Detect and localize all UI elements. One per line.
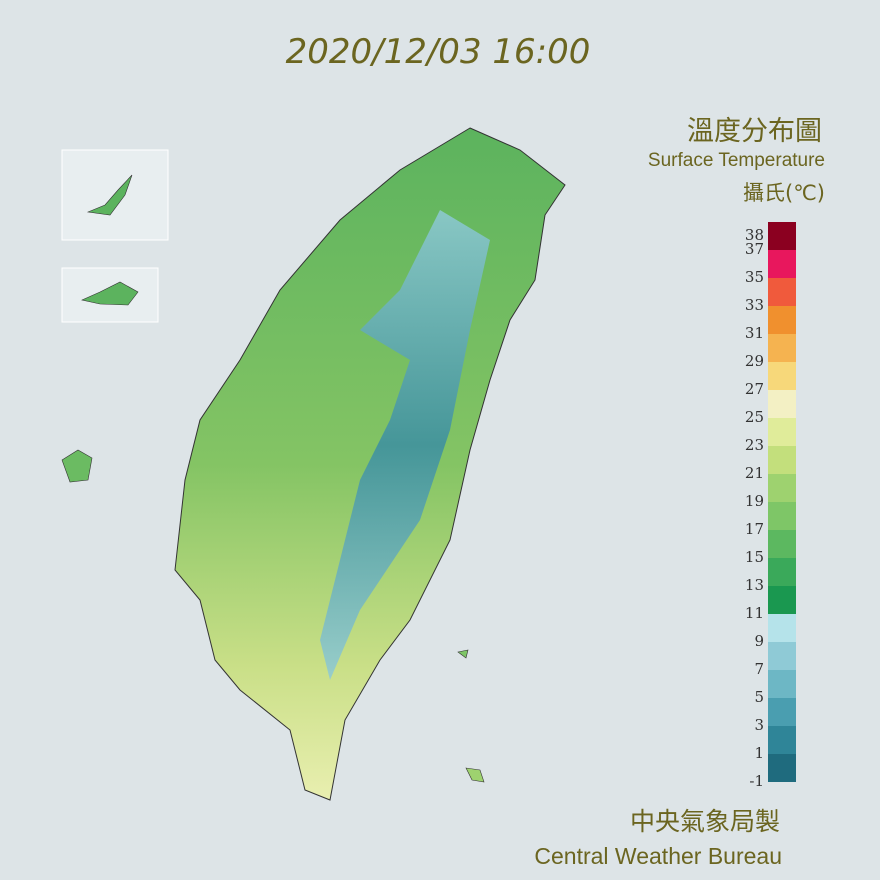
legend-tick-label: 35 bbox=[745, 268, 764, 286]
legend-tick-label: 13 bbox=[745, 576, 764, 594]
legend-swatch bbox=[768, 670, 796, 698]
legend-tick-label: 7 bbox=[754, 660, 764, 678]
legend-tick-label: 33 bbox=[745, 296, 764, 314]
legend-tick-label: 23 bbox=[745, 436, 764, 454]
legend-swatch bbox=[768, 418, 796, 446]
timestamp: 2020/12/03 16:00 bbox=[286, 32, 591, 72]
footer-en: Central Weather Bureau bbox=[534, 843, 782, 869]
legend-swatch bbox=[768, 530, 796, 558]
legend-swatch bbox=[768, 558, 796, 586]
legend-tick-label: 9 bbox=[754, 632, 764, 650]
map-title: 溫度分布圖 bbox=[687, 116, 822, 147]
legend-tick-label: 37 bbox=[745, 240, 764, 258]
island bbox=[465, 767, 485, 783]
legend-swatch bbox=[768, 306, 796, 334]
legend-tick-label: 29 bbox=[745, 352, 764, 370]
legend-swatch bbox=[768, 390, 796, 418]
legend-swatch bbox=[768, 726, 796, 754]
island bbox=[86, 174, 133, 216]
legend-swatch bbox=[768, 362, 796, 390]
island bbox=[457, 649, 469, 659]
legend-swatch bbox=[768, 278, 796, 306]
map-subtitle: Surface Temperature bbox=[648, 150, 825, 171]
legend-swatch bbox=[768, 446, 796, 474]
legend-tick-label: 15 bbox=[745, 548, 764, 566]
footer-zh: 中央氣象局製 bbox=[630, 807, 780, 836]
central-mountains bbox=[320, 210, 490, 680]
legend-swatch bbox=[768, 474, 796, 502]
legend-tick-label: 21 bbox=[745, 464, 764, 482]
legend-swatch bbox=[768, 698, 796, 726]
unit-label: 攝氏(℃) bbox=[743, 181, 825, 205]
legend-tick-label: 25 bbox=[745, 408, 764, 426]
legend-tick-label: 31 bbox=[745, 324, 764, 342]
legend-tick-label: 38 bbox=[745, 226, 764, 244]
legend-swatch bbox=[768, 334, 796, 362]
legend-swatch bbox=[768, 222, 796, 250]
legend-tick-label: 1 bbox=[754, 744, 764, 762]
legend-tick-label: -1 bbox=[749, 772, 764, 790]
legend-tick-label: 27 bbox=[745, 380, 764, 398]
legend-tick-label: 19 bbox=[745, 492, 764, 510]
legend-swatch bbox=[768, 614, 796, 642]
legend-tick-label: 11 bbox=[745, 604, 764, 622]
legend-swatch bbox=[768, 502, 796, 530]
legend-swatch bbox=[768, 754, 796, 782]
legend-swatch bbox=[768, 586, 796, 614]
legend-tick-label: 5 bbox=[754, 688, 764, 706]
island bbox=[81, 281, 139, 306]
legend-swatch bbox=[768, 642, 796, 670]
island bbox=[61, 449, 93, 483]
legend-tick-label: 17 bbox=[745, 520, 764, 538]
legend-tick-label: 3 bbox=[754, 716, 764, 734]
legend-swatch bbox=[768, 250, 796, 278]
